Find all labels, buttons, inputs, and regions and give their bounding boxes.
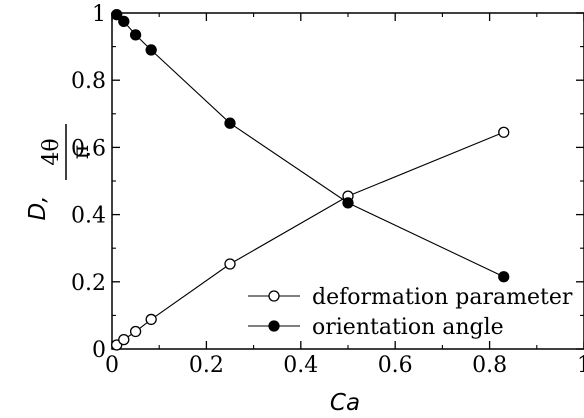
legend: deformation parameter orientation angle <box>248 285 573 340</box>
y-tick-label: 0.8 <box>71 69 106 94</box>
y-tick-label: 1 <box>92 2 106 27</box>
data-point-orientation <box>224 117 236 129</box>
x-tick-label: 0.8 <box>472 353 507 378</box>
series-orientation <box>111 9 510 283</box>
y-axis-title: D, 4θ π <box>25 124 94 221</box>
legend-marker-orientation <box>268 320 280 332</box>
x-tick-label: 0.4 <box>283 353 318 378</box>
legend-marker-deformation <box>268 290 280 302</box>
legend-label-orientation: orientation angle <box>312 315 504 340</box>
data-point-deformation <box>129 325 142 338</box>
series-line-deformation <box>116 131 504 346</box>
x-axis-title: Ca <box>330 390 360 416</box>
y-tick-label: 0.4 <box>71 204 106 229</box>
data-point-deformation <box>498 126 510 138</box>
legend-entry-deformation: deformation parameter <box>248 285 573 310</box>
data-point-orientation <box>118 15 130 28</box>
data-point-orientation <box>145 44 157 56</box>
series-layer <box>111 9 510 351</box>
y-tick-label: 0.6 <box>71 136 106 161</box>
y-axis-title-prefix: D, <box>25 195 51 220</box>
data-point-orientation <box>498 271 510 283</box>
data-point-deformation <box>224 258 236 270</box>
series-line-orientation <box>116 14 504 278</box>
series-deformation <box>111 126 510 351</box>
data-point-deformation <box>118 333 130 346</box>
legend-label-deformation: deformation parameter <box>312 285 573 310</box>
y-axis-title-numerator: 4θ <box>39 138 64 165</box>
legend-entry-orientation: orientation angle <box>248 315 504 340</box>
data-point-deformation <box>145 313 157 326</box>
x-tick-label: 0.6 <box>378 353 413 378</box>
y-tick-label: 0 <box>92 338 106 363</box>
x-tick-label: 0 <box>105 353 119 378</box>
data-point-orientation <box>111 9 123 21</box>
x-tick-label: 0.2 <box>189 353 224 378</box>
data-point-orientation <box>129 29 142 41</box>
x-tick-label: 1 <box>577 353 584 378</box>
y-axis-title-denominator: π <box>69 145 94 159</box>
data-point-orientation <box>342 197 354 209</box>
axis-ticks: 0 0.2 0.4 0.6 0.8 1 0 0.2 0.4 0.6 0.8 1 <box>71 2 584 378</box>
y-tick-label: 0.2 <box>71 271 106 296</box>
